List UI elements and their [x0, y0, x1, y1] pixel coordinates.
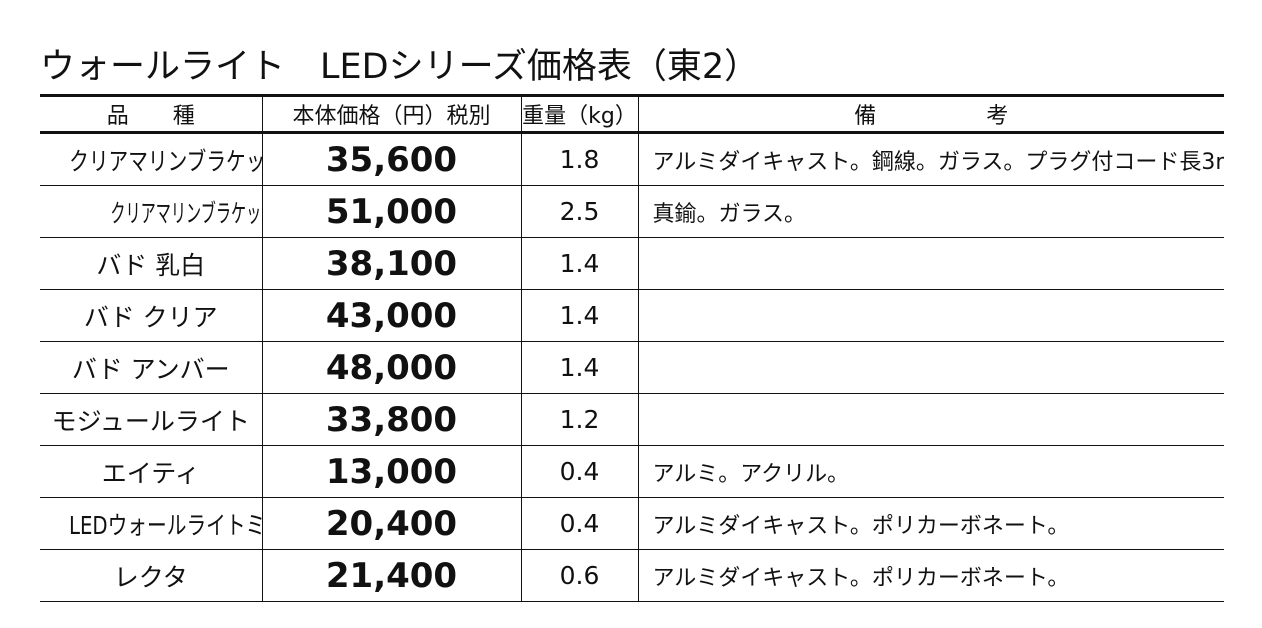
note-cell: アルミ。アクリル。: [637, 445, 1224, 498]
product-name: レクタ: [113, 562, 188, 592]
name-cell: レクタ: [40, 549, 262, 602]
price-cell: 48,000: [261, 341, 521, 394]
name-cell: クリアマリンブラケット: [40, 132, 262, 186]
product-name: バド クリア: [83, 302, 218, 332]
product-name: バド 乳白: [96, 250, 206, 280]
note-cell: アルミダイキャスト。鋼線。ガラス。プラグ付コード長3m。: [637, 132, 1224, 186]
note-cell: 真鍮。ガラス。: [637, 185, 1224, 238]
table-row: モジュールライト 33,800 1.2: [40, 393, 1224, 446]
name-cell: バド アンバー: [40, 341, 262, 394]
note-cell: [637, 393, 1224, 446]
column-header: 品 種: [40, 94, 262, 134]
name-cell: クリアマリンブラケット ブラス: [40, 185, 262, 238]
column-header: 本体価格（円）税別: [261, 94, 521, 134]
product-name: エイティ: [101, 458, 200, 488]
note-cell: アルミダイキャスト。ポリカーボネート。: [637, 497, 1224, 550]
header-row: 品 種本体価格（円）税別 重量（kg）備 考: [40, 94, 1224, 134]
note-cell: アルミダイキャスト。ポリカーボネート。: [637, 549, 1224, 602]
name-cell: バド クリア: [40, 289, 262, 342]
column-header: 備 考: [637, 94, 1224, 134]
price-cell: 21,400: [261, 549, 521, 602]
weight-cell: 2.5: [520, 185, 638, 238]
name-cell: バド 乳白: [40, 237, 262, 290]
product-name: クリアマリンブラケット ブラス: [110, 198, 262, 228]
price-cell: 43,000: [261, 289, 521, 342]
weight-cell: 1.4: [520, 237, 638, 290]
table-row: バド 乳白 38,100 1.4: [40, 237, 1224, 290]
column-header: 重量（kg）: [520, 94, 638, 134]
table-row: バド クリア 43,000 1.4: [40, 289, 1224, 342]
weight-cell: 1.2: [520, 393, 638, 446]
table-body: クリアマリンブラケット35,6001.8アルミダイキャスト。鋼線。ガラス。プラグ…: [40, 132, 1224, 602]
price-cell: 33,800: [261, 393, 521, 446]
price-cell: 38,100: [261, 237, 521, 290]
price-cell: 13,000: [261, 445, 521, 498]
price-cell: 20,400: [261, 497, 521, 550]
table-row: エイティ 13,000 0.4 アルミ。アクリル。: [40, 445, 1224, 498]
note-cell: [637, 237, 1224, 290]
weight-cell: 1.4: [520, 341, 638, 394]
weight-cell: 1.4: [520, 289, 638, 342]
table-row: バド アンバー 48,000 1.4: [40, 341, 1224, 394]
title: ウォールライト LEDシリーズ価格表（東2）: [40, 47, 760, 87]
weight-cell: 1.8: [520, 132, 638, 186]
product-name: モジュールライト: [51, 406, 250, 436]
product-name: クリアマリンブラケット: [69, 146, 262, 176]
product-name: LEDウォールライトミニ: [68, 510, 262, 540]
note-cell: [637, 289, 1224, 342]
note-cell: [637, 341, 1224, 394]
name-cell: モジュールライト: [40, 393, 262, 446]
weight-cell: 0.6: [520, 549, 638, 602]
weight-cell: 0.4: [520, 445, 638, 498]
name-cell: エイティ: [40, 445, 262, 498]
weight-cell: 0.4: [520, 497, 638, 550]
price-cell: 51,000: [261, 185, 521, 238]
product-name: バド アンバー: [71, 354, 230, 384]
table-row: レクタ 21,400 0.6 アルミダイキャスト。ポリカーボネート。: [40, 549, 1224, 602]
name-cell: LEDウォールライトミニ: [40, 497, 262, 550]
table-row: クリアマリンブラケット35,6001.8アルミダイキャスト。鋼線。ガラス。プラグ…: [40, 132, 1224, 186]
price-cell: 35,600: [261, 132, 521, 186]
